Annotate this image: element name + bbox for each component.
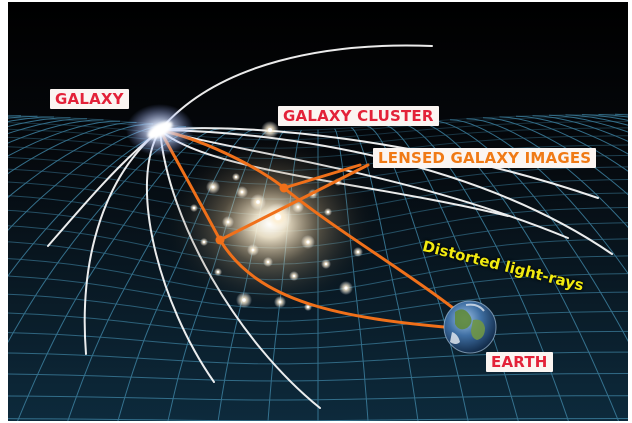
earth-label: EARTH [486, 352, 553, 372]
grid-line [433, 120, 628, 342]
galaxy-icon [126, 104, 194, 156]
lensed-image-dot [279, 183, 289, 193]
grid-line [515, 115, 628, 155]
cluster-star-core [192, 206, 196, 210]
grid-line [416, 121, 620, 421]
cluster-star-core [292, 274, 296, 278]
pointer-line [282, 163, 362, 190]
cluster-star-core [251, 248, 255, 252]
cluster-star-core [266, 260, 270, 264]
lensed-rays [158, 128, 468, 330]
cluster-star-core [324, 262, 328, 266]
cluster-star-core [202, 240, 206, 244]
cluster-star-core [306, 305, 310, 309]
cluster-star-core [278, 300, 282, 304]
light-ray [159, 127, 599, 199]
grid-line [8, 123, 154, 198]
lensed-image-dot [215, 235, 225, 245]
grid-line [8, 124, 170, 231]
cluster-star-core [344, 286, 348, 290]
grid-line [367, 126, 469, 421]
cluster-star-core [226, 220, 230, 224]
cluster-star-core [268, 128, 272, 132]
cluster-star-core [234, 175, 238, 179]
diagram-canvas [8, 2, 628, 421]
grid-line [17, 128, 220, 421]
grid-line [466, 118, 628, 228]
grid-line [449, 119, 628, 275]
cluster-star-core [242, 298, 246, 302]
galaxy-label: GALAXY [50, 89, 129, 109]
grid-line [482, 117, 628, 196]
cluster-star-core [256, 200, 260, 204]
cluster-stars [190, 121, 363, 311]
cluster-star-core [211, 185, 215, 189]
cluster-star-core [240, 190, 244, 194]
cluster-star-core [274, 213, 282, 221]
lensed-galaxy-images-label: LENSED GALAXY IMAGES [373, 148, 597, 168]
grid-line [8, 120, 121, 157]
cluster-star-core [326, 210, 330, 214]
cluster-star-core [296, 205, 300, 209]
galaxy-cluster-label: GALAXY CLUSTER [278, 106, 439, 126]
grid-line [8, 119, 104, 144]
light-ray [159, 44, 433, 131]
diagram-frame: GALAXY GALAXY CLUSTER LENSED GALAXY IMAG… [8, 2, 628, 421]
cluster-star-core [356, 250, 360, 254]
grid-line [532, 115, 628, 142]
lensed-ray-lower [158, 128, 458, 330]
grid-line [499, 116, 628, 172]
lensed-ray-upper [158, 128, 468, 320]
grid-line [350, 127, 419, 421]
pointer-line [218, 163, 370, 242]
cluster-star-core [306, 240, 310, 244]
earth-icon [443, 300, 497, 354]
cluster-star-core [216, 270, 220, 274]
grid-line [8, 122, 137, 175]
